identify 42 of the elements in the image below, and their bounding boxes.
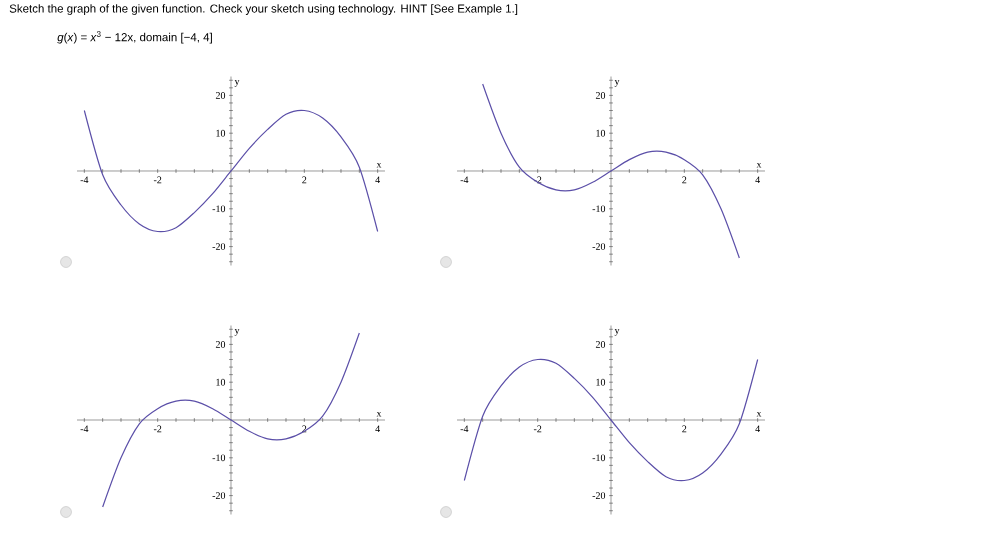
- y-tick-label: 10: [216, 378, 226, 386]
- x-axis-title: x: [376, 411, 382, 417]
- y-tick-label: 10: [596, 129, 606, 137]
- x-tick-label: 2: [682, 425, 687, 433]
- x-axis-title: x: [376, 162, 382, 168]
- x-tick-label: 4: [375, 425, 380, 433]
- x-tick-label: 2: [682, 176, 687, 184]
- y-tick-label: 10: [596, 378, 606, 386]
- y-tick-label: -10: [212, 454, 226, 462]
- x-tick-label: -4: [80, 425, 89, 433]
- y-axis-title: y: [234, 80, 240, 87]
- x-tick-label: -2: [153, 425, 162, 433]
- x-tick-label: -4: [80, 176, 89, 184]
- y-tick-label: -20: [212, 243, 226, 250]
- x-tick-label: -2: [533, 425, 542, 433]
- y-tick-label: -10: [592, 205, 606, 213]
- x-tick-label: 2: [302, 425, 307, 433]
- x-tick-label: 2: [302, 176, 307, 184]
- x-tick-label: 4: [375, 176, 380, 184]
- y-tick-label: 20: [595, 341, 606, 348]
- y-tick-label: -10: [212, 205, 226, 213]
- y-tick-label: 20: [215, 92, 226, 99]
- y-axis-title: y: [614, 80, 620, 87]
- y-tick-label: 10: [216, 129, 226, 137]
- chart-subtitle: g(x) = x$^{3}$ − 12x, domain [−4, 4]: [57, 31, 212, 44]
- y-tick-label: 20: [595, 92, 606, 99]
- x-tick-label: 4: [755, 425, 761, 433]
- y-tick-label: -20: [212, 492, 226, 499]
- chart-title: Sketch the graph of the given function. Check your sketch using technology. HINT [See Example 1.]: [9, 4, 518, 15]
- x-axis-title: x: [756, 162, 762, 168]
- x-tick-label: -4: [460, 176, 469, 184]
- x-tick-label: -2: [153, 176, 162, 184]
- y-axis-title: y: [234, 329, 240, 336]
- y-tick-label: -10: [592, 454, 606, 462]
- x-tick-label: -2: [533, 176, 542, 184]
- x-tick-label: -4: [460, 425, 469, 433]
- x-axis-title: x: [756, 411, 762, 417]
- y-tick-label: -20: [592, 492, 606, 499]
- y-tick-label: -20: [592, 243, 606, 250]
- y-axis-title: y: [614, 329, 620, 336]
- y-tick-label: 20: [215, 341, 226, 348]
- x-tick-label: 4: [755, 176, 761, 184]
